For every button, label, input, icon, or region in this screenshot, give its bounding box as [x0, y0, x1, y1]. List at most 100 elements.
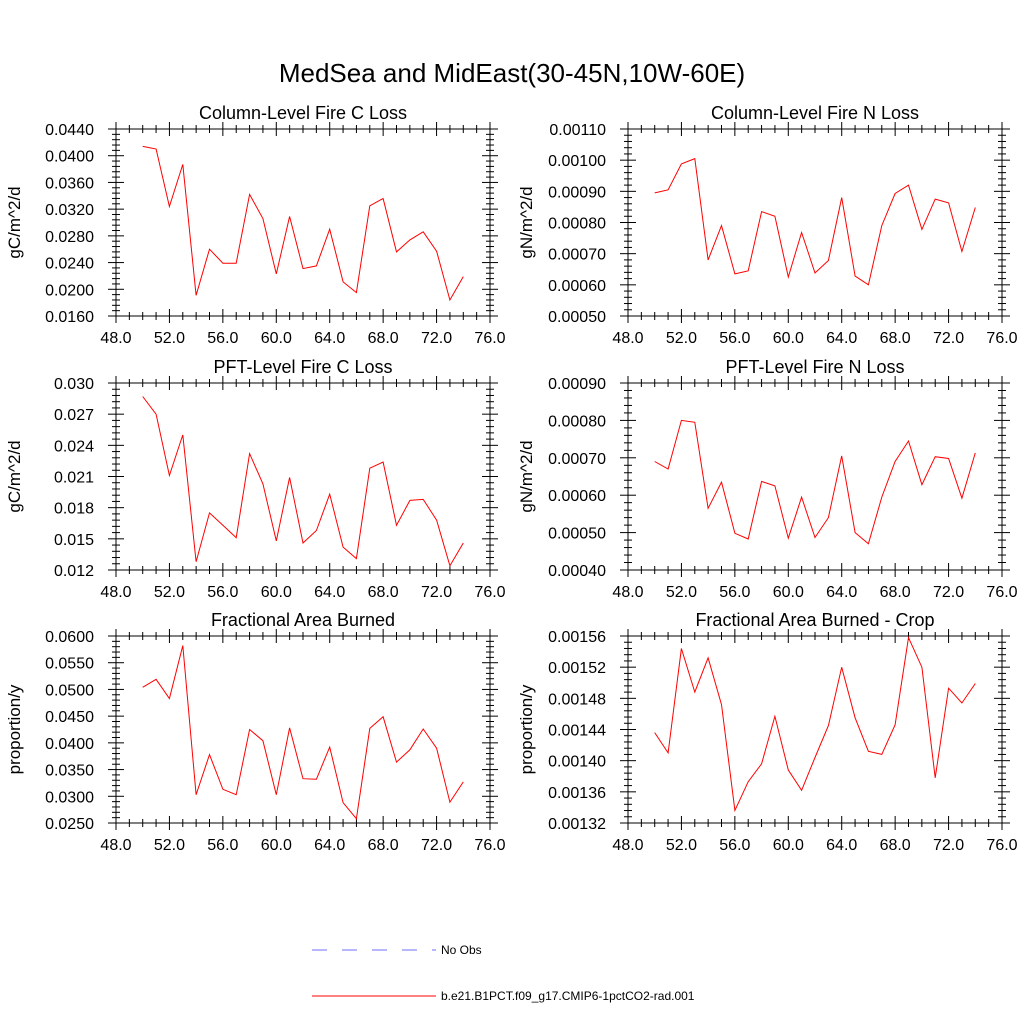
x-tick-label: 76.0	[474, 837, 505, 854]
y-tick-label: 0.018	[54, 501, 94, 518]
series-line	[142, 396, 464, 568]
panel-title: Fractional Area Burned - Crop	[695, 610, 934, 630]
y-tick-label: 0.00080	[548, 216, 606, 233]
x-tick-label: 64.0	[314, 584, 345, 601]
x-tick-label: 76.0	[986, 330, 1017, 347]
y-tick-label: 0.0400	[45, 149, 94, 166]
y-tick-label: 0.0550	[45, 656, 94, 673]
y-tick-label: 0.00100	[548, 153, 606, 170]
panel-fractional-area-burned: Fractional Area Burned proportion/y 48.0 52…	[5, 610, 506, 854]
x-tick-label: 52.0	[154, 837, 185, 854]
x-tick-label: 56.0	[719, 837, 750, 854]
y-tick-label: 0.0300	[45, 789, 94, 806]
y-tick-label: 0.0360	[45, 175, 94, 192]
x-tick-label: 60.0	[773, 330, 804, 347]
y-tick-label: 0.00050	[548, 526, 606, 543]
y-tick-label: 0.0500	[45, 682, 94, 699]
x-tick-label: 68.0	[368, 584, 399, 601]
x-tick-label: 68.0	[368, 330, 399, 347]
y-tick-label: 0.0440	[45, 122, 94, 139]
y-tick-label: 0.00140	[548, 754, 606, 771]
x-tick-label: 72.0	[933, 837, 964, 854]
y-tick-label: 0.00070	[548, 451, 606, 468]
y-axis-label: proportion/y	[517, 684, 536, 774]
x-tick-label: 56.0	[719, 584, 750, 601]
legend: No Obs b.e21.B1PCT.f09_g17.CMIP6-1pctCO2-…	[312, 943, 695, 1003]
y-tick-label: 0.015	[54, 532, 94, 549]
y-tick-label: 0.00050	[548, 309, 606, 326]
y-tick-label: 0.030	[54, 376, 94, 393]
y-tick-label: 0.00132	[548, 816, 606, 833]
panel-title: PFT-Level Fire C Loss	[213, 357, 392, 377]
panel-column-level-fire-c-loss: Column-Level Fire C Loss gC/m^2/d 48.0 52.0…	[5, 103, 506, 347]
panel-pft-level-fire-c-loss: PFT-Level Fire C Loss gC/m^2/d 48.0 52.0 56.…	[5, 357, 506, 601]
x-tick-label: 72.0	[421, 330, 452, 347]
y-tick-label: 0.00060	[548, 278, 606, 295]
x-tick-label: 56.0	[207, 584, 238, 601]
y-tick-label: 0.00070	[548, 247, 606, 264]
x-tick-label: 48.0	[100, 330, 131, 347]
x-tick-label: 64.0	[314, 837, 345, 854]
y-tick-label: 0.0450	[45, 709, 94, 726]
y-tick-label: 0.00090	[548, 376, 606, 393]
y-tick-label: 0.00110	[549, 122, 606, 139]
panel-title: Column-Level Fire C Loss	[199, 103, 407, 123]
y-tick-label: 0.027	[54, 407, 94, 424]
y-tick-label: 0.00040	[548, 563, 606, 580]
x-tick-label: 52.0	[666, 837, 697, 854]
x-tick-label: 76.0	[474, 330, 505, 347]
x-tick-label: 48.0	[612, 330, 643, 347]
x-tick-label: 52.0	[154, 584, 185, 601]
x-tick-label: 64.0	[826, 837, 857, 854]
x-tick-label: 60.0	[261, 330, 292, 347]
figure-title: MedSea and MidEast(30-45N,10W-60E)	[279, 58, 745, 88]
y-tick-label: 0.0320	[45, 202, 94, 219]
y-tick-label: 0.00156	[548, 629, 606, 646]
y-tick-label: 0.00080	[548, 413, 606, 430]
x-tick-label: 68.0	[368, 837, 399, 854]
series-line	[142, 645, 464, 820]
x-tick-label: 76.0	[474, 584, 505, 601]
legend-label: No Obs	[441, 943, 482, 957]
y-tick-label: 0.00090	[548, 184, 606, 201]
y-axis-label: gN/m^2/d	[517, 186, 536, 258]
x-tick-label: 56.0	[207, 837, 238, 854]
x-tick-label: 60.0	[261, 837, 292, 854]
x-tick-label: 64.0	[826, 584, 857, 601]
x-tick-label: 60.0	[773, 837, 804, 854]
x-tick-label: 72.0	[933, 330, 964, 347]
y-tick-label: 0.00148	[548, 691, 606, 708]
y-tick-label: 0.0160	[45, 309, 94, 326]
panel-title: Column-Level Fire N Loss	[711, 103, 919, 123]
x-tick-label: 68.0	[880, 584, 911, 601]
series-line	[654, 157, 976, 286]
y-axis-label: gN/m^2/d	[517, 440, 536, 512]
x-tick-label: 64.0	[314, 330, 345, 347]
x-tick-label: 72.0	[421, 837, 452, 854]
y-tick-label: 0.0240	[45, 256, 94, 273]
y-axis-label: gC/m^2/d	[5, 440, 24, 512]
x-tick-label: 52.0	[666, 330, 697, 347]
y-tick-label: 0.0350	[45, 763, 94, 780]
y-axis-label: proportion/y	[5, 684, 24, 774]
y-tick-label: 0.021	[54, 470, 94, 487]
x-tick-label: 72.0	[421, 584, 452, 601]
x-tick-label: 72.0	[933, 584, 964, 601]
x-tick-label: 52.0	[666, 584, 697, 601]
y-axis-label: gC/m^2/d	[5, 186, 24, 258]
y-tick-label: 0.0250	[45, 816, 94, 833]
x-tick-label: 48.0	[612, 837, 643, 854]
x-tick-label: 76.0	[986, 837, 1017, 854]
x-tick-label: 52.0	[154, 330, 185, 347]
x-tick-label: 68.0	[880, 837, 911, 854]
y-tick-label: 0.0400	[45, 736, 94, 753]
x-tick-label: 60.0	[261, 584, 292, 601]
panel-pft-level-fire-n-loss: PFT-Level Fire N Loss gN/m^2/d 48.0 52.0 56.…	[517, 357, 1018, 601]
y-tick-label: 0.00152	[548, 660, 606, 677]
x-tick-label: 48.0	[100, 584, 131, 601]
series-line	[142, 145, 464, 302]
x-tick-label: 48.0	[612, 584, 643, 601]
x-tick-label: 60.0	[773, 584, 804, 601]
legend-label: b.e21.B1PCT.f09_g17.CMIP6-1pctCO2-rad.00…	[441, 989, 695, 1003]
y-tick-label: 0.00060	[548, 488, 606, 505]
